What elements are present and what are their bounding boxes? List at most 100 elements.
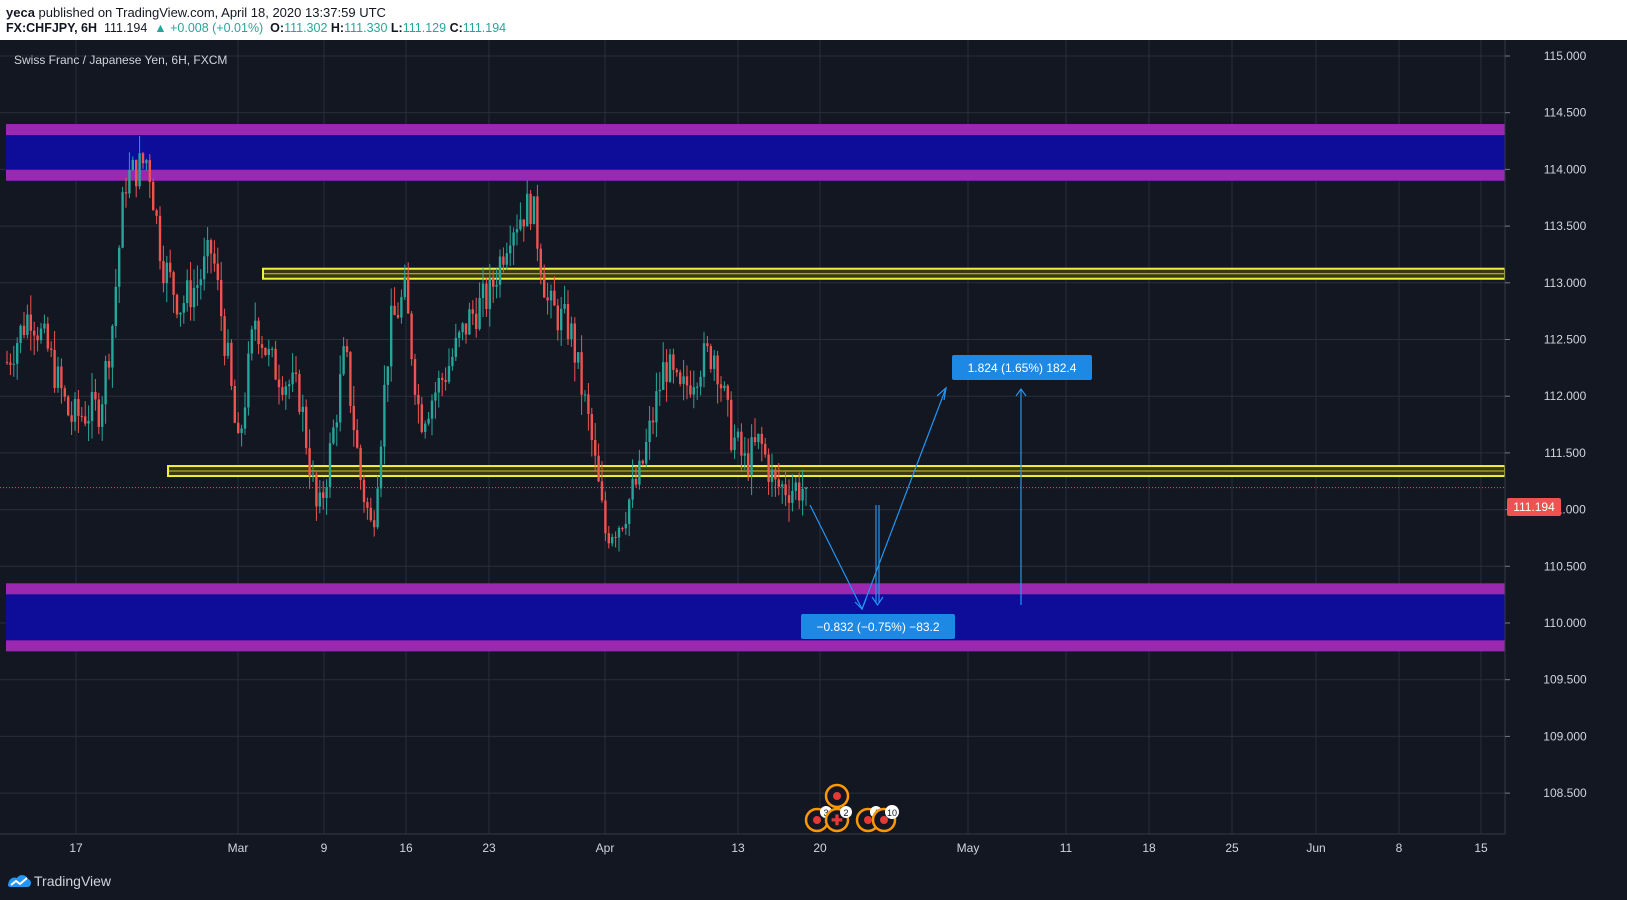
candle-body — [468, 309, 471, 335]
candle-body — [430, 400, 434, 419]
candle-body — [118, 247, 121, 287]
candle-body — [560, 308, 563, 331]
candle-body — [522, 219, 525, 227]
candle-body — [318, 492, 321, 507]
candle-body — [638, 460, 641, 485]
candle-body — [16, 343, 19, 364]
candle-body — [39, 328, 43, 341]
range-up-label[interactable]: 1.824 (1.65%) 182.4 — [952, 355, 1092, 380]
candle-body — [519, 219, 522, 230]
candle-body — [77, 398, 80, 416]
time-axis-label: 17 — [69, 841, 83, 855]
candle-body — [757, 433, 760, 443]
candle-body — [145, 160, 148, 164]
candle-body — [298, 373, 301, 412]
time-axis-label: 16 — [399, 841, 413, 855]
close-label: C: — [449, 21, 463, 35]
candle-body — [284, 386, 287, 395]
candle-body — [549, 290, 553, 301]
current-price-tag-bg — [1507, 498, 1561, 516]
event-marker-top[interactable] — [824, 783, 850, 809]
price-axis-label: 111.500 — [1544, 446, 1586, 460]
range-down-label[interactable]: −0.832 (−0.75%) −83.2 — [801, 614, 955, 639]
time-axis-label: 9 — [321, 841, 328, 855]
time-axis[interactable]: 17 Mar 9 16 23 Apr 13 20 May 11 18 25 Jun 8 15 — [69, 841, 1488, 855]
price-axis-label: 112.000 — [1544, 389, 1587, 403]
time-axis-label: May — [957, 841, 980, 855]
candle-body — [135, 159, 138, 187]
event-markers[interactable]: 3 ✚ 2 4 10 — [804, 783, 899, 833]
projected-path-turn — [854, 598, 867, 611]
time-axis-label: 15 — [1474, 841, 1488, 855]
candle-body — [696, 386, 699, 388]
candle-body — [658, 389, 661, 392]
candle-body — [556, 305, 559, 331]
event-marker-4[interactable]: 10 — [871, 805, 899, 833]
candle-body — [641, 460, 644, 464]
candle-body — [747, 453, 750, 476]
event-marker-2[interactable]: ✚ 2 — [824, 806, 852, 833]
candle-body — [798, 482, 801, 501]
candle-body — [84, 416, 87, 424]
time-axis-label: 23 — [482, 841, 496, 855]
candle-body — [233, 386, 236, 423]
candle-body — [733, 437, 736, 451]
tradingview-logo-icon[interactable] — [6, 872, 32, 892]
demand-zone-fill — [6, 583, 1505, 652]
candle-body — [736, 431, 740, 438]
candle-body — [393, 305, 396, 315]
candle-body — [182, 303, 185, 313]
symbol-label: FX:CHFJPY, 6H — [6, 21, 97, 35]
candle-body — [165, 262, 168, 284]
candle-body — [702, 343, 706, 377]
candle-body — [447, 366, 451, 382]
candle-body — [335, 422, 338, 428]
candle-body — [315, 474, 318, 507]
price-chart[interactable]: Swiss Franc / Japanese Yen, 6H, FXCM 115… — [0, 40, 1627, 864]
candle-body — [546, 297, 549, 301]
candle-body — [362, 479, 366, 503]
candle-body — [396, 314, 400, 318]
candle-body — [386, 366, 389, 385]
tradingview-brand[interactable]: TradingView — [34, 873, 112, 889]
price-axis-bg[interactable] — [1505, 40, 1627, 834]
candle-body — [573, 323, 576, 363]
demand-zone-top-border — [6, 583, 1505, 595]
candle-body — [427, 418, 430, 424]
candle-body — [495, 284, 498, 287]
candle-body — [19, 325, 22, 344]
candles-layer — [5, 136, 808, 552]
candle-body — [726, 385, 729, 400]
event-badge-count: 3 — [823, 808, 828, 818]
candle-body — [247, 353, 250, 408]
candle-body — [281, 387, 284, 395]
candle-body — [254, 320, 257, 330]
candle-body — [461, 323, 464, 333]
candle-body — [53, 349, 56, 388]
candle-body — [383, 384, 386, 447]
author-link[interactable]: yeca — [6, 5, 35, 20]
candle-body — [634, 478, 638, 485]
price-axis-label: 113.500 — [1544, 219, 1587, 233]
candle-body — [288, 384, 291, 387]
candle-body — [648, 420, 651, 443]
price-axis-label: 115.000 — [1544, 49, 1587, 63]
open-label: O: — [270, 21, 285, 35]
candle-body — [311, 474, 315, 477]
candle-body — [539, 248, 542, 275]
high-value: 111.330 — [344, 21, 388, 35]
price-axis-label: 110.500 — [1544, 559, 1587, 573]
demand-zone-bottom-border — [6, 640, 1505, 652]
candle-body — [437, 377, 440, 393]
candle-body — [390, 305, 393, 367]
candle-body — [325, 487, 328, 498]
candle-body — [80, 415, 83, 417]
event-dot-icon — [813, 816, 821, 824]
candle-body — [665, 362, 668, 382]
candle-body — [189, 280, 192, 308]
candle-body — [328, 443, 332, 488]
candle-body — [356, 430, 359, 448]
candle-body — [424, 423, 427, 432]
candle-body — [36, 335, 39, 341]
candle-body — [607, 533, 610, 544]
